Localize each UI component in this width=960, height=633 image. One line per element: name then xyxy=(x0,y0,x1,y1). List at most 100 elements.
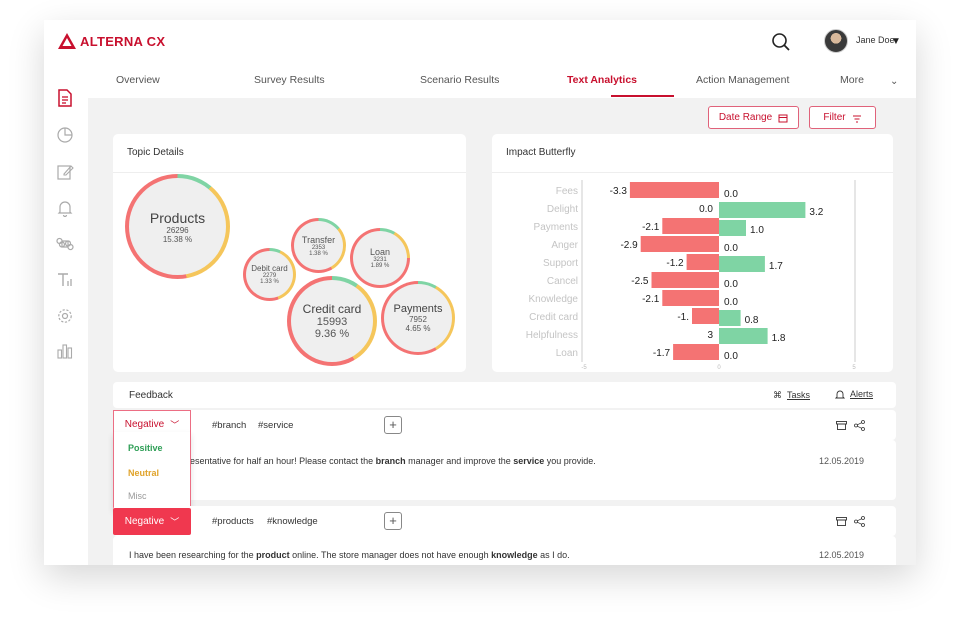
data-label-negative: -2.1 xyxy=(642,222,660,233)
x-tick-label: 5 xyxy=(852,365,856,371)
tag[interactable]: #branch xyxy=(212,420,247,431)
tab-more[interactable]: More xyxy=(840,74,864,86)
edit-icon[interactable] xyxy=(55,162,75,182)
user-menu-chevron-icon[interactable]: ▼ xyxy=(891,36,901,47)
brand-name: ALTERNA CX xyxy=(80,33,166,49)
data-label-negative: -1. xyxy=(677,312,689,323)
share-icon[interactable] xyxy=(854,420,865,431)
topic-count: 2279 xyxy=(262,273,277,279)
impact-butterfly-chart: -5 0 5 Fees -3.3 0.0 Delight 0.0 3.2 Payments -2.1… xyxy=(526,180,856,371)
category-label: Loan xyxy=(556,348,578,359)
data-label-negative: -3.3 xyxy=(610,186,628,197)
sidebar xyxy=(44,66,88,565)
share-icon[interactable] xyxy=(854,516,865,527)
command-icon[interactable] xyxy=(55,234,75,254)
topic-bubble-loan[interactable]: Loan 3231 1.89 % xyxy=(350,228,410,288)
data-label-positive: 0.0 xyxy=(724,189,738,200)
category-label: Helpfulness xyxy=(526,330,578,341)
topic-name: Debit card xyxy=(251,264,288,273)
tab-action-management[interactable]: Action Management xyxy=(696,74,790,86)
add-tag-button[interactable]: + xyxy=(384,416,402,434)
chevron-down-icon: ﹀ xyxy=(170,419,180,430)
topic-name: Products xyxy=(149,209,206,226)
dropdown-option-neutral[interactable]: Neutral xyxy=(128,468,160,478)
sentiment-value: Negative xyxy=(124,418,165,430)
topic-name: Payments xyxy=(393,303,443,315)
dropdown-option-positive[interactable]: Positive xyxy=(128,443,163,453)
tab-scenario-results[interactable]: Scenario Results xyxy=(420,74,500,86)
tab-survey-results[interactable]: Survey Results xyxy=(254,74,325,86)
sentiment-select[interactable]: Negative ﹀ xyxy=(113,508,191,535)
topic-bubble-credit-card[interactable]: Credit card 15993 9.36 % xyxy=(287,276,377,366)
category-label: Cancel xyxy=(547,276,578,287)
tag[interactable]: #products xyxy=(212,516,254,527)
category-label: Support xyxy=(543,258,578,269)
topic-count: 7952 xyxy=(409,315,427,324)
tab-text-analytics[interactable]: Text Analytics xyxy=(567,74,638,86)
command-icon: ⌘ xyxy=(773,390,782,400)
chevron-down-icon: ﹀ xyxy=(170,517,180,527)
bar-negative xyxy=(629,182,719,198)
topic-name: Loan xyxy=(369,247,391,257)
bar-positive xyxy=(719,328,768,344)
feedback-row-1-body: ting for the representative for half an … xyxy=(113,440,896,500)
tasks-link[interactable]: ⌘ Tasks xyxy=(773,390,810,401)
calendar-icon xyxy=(778,114,788,122)
feedback-row-2-toolbar: #products #knowledge + xyxy=(113,506,896,536)
tag[interactable]: #service xyxy=(258,420,294,431)
add-tag-button[interactable]: + xyxy=(384,512,402,530)
bar-negative xyxy=(640,236,719,252)
topic-percent: 4.65 % xyxy=(405,324,431,333)
top-bar: ALTERNA CX Jane Doe ▼ xyxy=(44,20,916,66)
text-format-icon[interactable] xyxy=(55,270,75,290)
feedback-date: 12.05.2019 xyxy=(819,456,865,466)
category-label: Fees xyxy=(556,186,578,197)
alerts-link[interactable]: Alerts xyxy=(835,389,873,400)
impact-butterfly-title: Impact Butterfly xyxy=(506,147,576,158)
data-label-positive: 0.0 xyxy=(724,243,738,254)
archive-icon[interactable] xyxy=(836,421,847,430)
tag[interactable]: #knowledge xyxy=(267,516,318,527)
pie-chart-icon[interactable] xyxy=(55,125,75,145)
data-label-negative: -1.2 xyxy=(666,258,684,269)
user-name[interactable]: Jane Doe xyxy=(856,35,895,45)
document-icon[interactable] xyxy=(55,88,75,108)
dropdown-option-misc[interactable]: Misc xyxy=(128,491,147,501)
topic-percent: 15.38 % xyxy=(162,234,193,244)
topic-percent: 1.33 % xyxy=(260,279,279,285)
data-label-positive: 1.7 xyxy=(769,261,783,272)
avatar[interactable] xyxy=(824,29,848,53)
data-label-positive: 0.0 xyxy=(724,279,738,290)
bar-chart-icon[interactable] xyxy=(55,341,75,361)
bell-icon[interactable] xyxy=(55,198,75,218)
topic-bubble-products[interactable]: Products 26296 15.38 % xyxy=(125,174,230,279)
bar-positive xyxy=(719,220,746,236)
data-label-negative: -1.7 xyxy=(653,348,671,359)
topic-bubble-transfer[interactable]: Transfer 2353 1.38 % xyxy=(291,218,346,273)
feedback-text: ting for the representative for half an … xyxy=(129,456,596,466)
date-range-button[interactable]: Date Range xyxy=(708,106,799,129)
topic-count: 15993 xyxy=(316,316,348,328)
impact-butterfly-card: Impact Butterfly -5 0 5 Fees -3.3 0.0 Delight 0… xyxy=(492,134,893,372)
card-divider xyxy=(492,172,893,173)
bar-negative xyxy=(662,218,719,234)
logo[interactable]: ALTERNA CX xyxy=(58,33,165,49)
data-label-negative: 0.0 xyxy=(699,204,713,215)
nav-tabs: Overview Survey Results Scenario Results… xyxy=(88,66,916,98)
tab-overview[interactable]: Overview xyxy=(116,74,160,86)
topic-percent: 9.36 % xyxy=(314,328,350,340)
bar-negative xyxy=(651,272,719,288)
feedback-title: Feedback xyxy=(129,390,173,401)
search-icon[interactable] xyxy=(770,31,792,53)
topic-name: Transfer xyxy=(301,234,336,245)
settings-icon[interactable] xyxy=(55,306,75,326)
archive-icon[interactable] xyxy=(836,517,847,526)
x-tick-label: -5 xyxy=(581,365,587,371)
topic-bubble-payments[interactable]: Payments 7952 4.65 % xyxy=(381,281,455,355)
data-label-positive: 1.8 xyxy=(772,333,786,344)
feedback-text: I have been researching for the product … xyxy=(129,550,570,560)
topic-bubble-debit-card[interactable]: Debit card 2279 1.33 % xyxy=(243,248,296,301)
more-chevron-down-icon[interactable]: ⌄ xyxy=(890,76,899,87)
data-label-negative: -2.1 xyxy=(642,294,660,305)
filter-button[interactable]: Filter xyxy=(809,106,876,129)
